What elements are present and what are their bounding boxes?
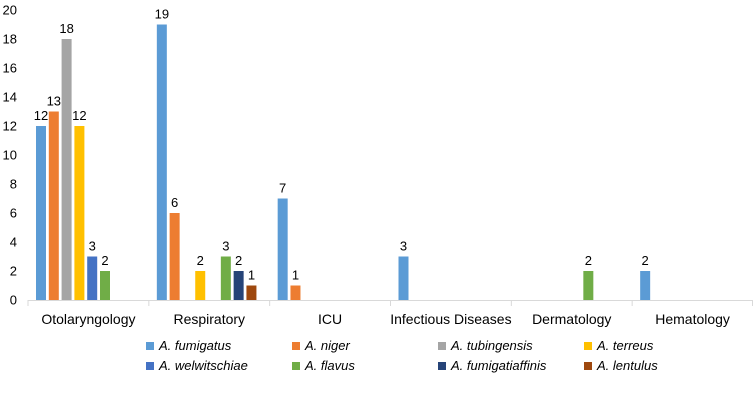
bar bbox=[74, 126, 85, 300]
y-tick-label: 8 bbox=[10, 177, 17, 192]
data-label: 13 bbox=[47, 94, 61, 109]
legend-label: A. welwitschiae bbox=[158, 358, 248, 373]
bar bbox=[583, 271, 594, 300]
bar bbox=[246, 285, 257, 300]
y-tick-label: 6 bbox=[10, 206, 17, 221]
bar bbox=[36, 126, 46, 300]
x-category-label: Otolaryngology bbox=[41, 311, 135, 327]
x-category-label: Hematology bbox=[655, 311, 730, 327]
x-axis: Otolaryngology Respiratory ICU Infectious D… bbox=[27, 300, 753, 327]
bar bbox=[48, 111, 59, 300]
legend-label: A. flavus bbox=[304, 358, 355, 373]
y-axis: 0 2 4 6 8 10 12 14 16 18 20 bbox=[3, 3, 17, 308]
bar bbox=[61, 39, 72, 300]
data-label: 2 bbox=[101, 253, 108, 268]
data-label: 2 bbox=[585, 253, 592, 268]
legend-swatch bbox=[584, 362, 592, 370]
data-label: 6 bbox=[171, 195, 178, 210]
bar bbox=[277, 198, 288, 300]
x-category-label: ICU bbox=[318, 311, 342, 327]
data-label: 2 bbox=[197, 253, 204, 268]
y-tick-label: 16 bbox=[3, 61, 17, 76]
legend: A. fumigatus A. niger A. tubingensis A. ter… bbox=[146, 338, 658, 373]
bar bbox=[169, 213, 180, 300]
data-label: 1 bbox=[292, 268, 299, 283]
legend-label: A. fumigatus bbox=[158, 338, 232, 353]
bar bbox=[195, 271, 206, 300]
legend-swatch bbox=[438, 342, 446, 350]
bar bbox=[233, 271, 244, 300]
y-tick-label: 20 bbox=[3, 3, 17, 18]
legend-label: A. terreus bbox=[596, 338, 654, 353]
bar bbox=[156, 24, 167, 300]
legend-label: A. fumigatiaffinis bbox=[450, 358, 547, 373]
y-tick-label: 4 bbox=[10, 235, 17, 250]
legend-label: A. tubingensis bbox=[450, 338, 533, 353]
y-tick-label: 12 bbox=[3, 119, 17, 134]
legend-swatch bbox=[438, 362, 446, 370]
legend-swatch bbox=[292, 362, 300, 370]
data-label: 18 bbox=[59, 21, 73, 36]
y-tick-label: 0 bbox=[10, 293, 17, 308]
legend-label: A. lentulus bbox=[596, 358, 658, 373]
bar bbox=[100, 271, 110, 300]
bar bbox=[87, 256, 98, 300]
legend-swatch bbox=[146, 342, 154, 350]
x-category-label: Respiratory bbox=[173, 311, 245, 327]
legend-label: A. niger bbox=[304, 338, 350, 353]
y-tick-label: 2 bbox=[10, 264, 17, 279]
data-label: 3 bbox=[222, 239, 229, 254]
data-label: 7 bbox=[279, 181, 286, 196]
data-label: 1 bbox=[248, 268, 255, 283]
data-label: 3 bbox=[400, 239, 407, 254]
data-label: 12 bbox=[34, 108, 48, 123]
legend-swatch bbox=[292, 342, 300, 350]
legend-swatch bbox=[584, 342, 592, 350]
bar bbox=[290, 285, 301, 300]
data-label: 2 bbox=[642, 253, 649, 268]
x-category-label: Infectious Diseases bbox=[390, 311, 511, 327]
data-label: 19 bbox=[155, 7, 169, 22]
data-label: 3 bbox=[89, 239, 96, 254]
y-tick-label: 18 bbox=[3, 32, 17, 47]
x-category-label: Dermatology bbox=[532, 311, 611, 327]
bar bbox=[640, 271, 651, 300]
bar bbox=[220, 256, 231, 300]
y-tick-label: 10 bbox=[3, 148, 17, 163]
data-label: 12 bbox=[72, 108, 86, 123]
legend-swatch bbox=[146, 362, 154, 370]
bar bbox=[398, 256, 409, 300]
data-label: 2 bbox=[235, 253, 242, 268]
y-tick-label: 14 bbox=[3, 90, 17, 105]
